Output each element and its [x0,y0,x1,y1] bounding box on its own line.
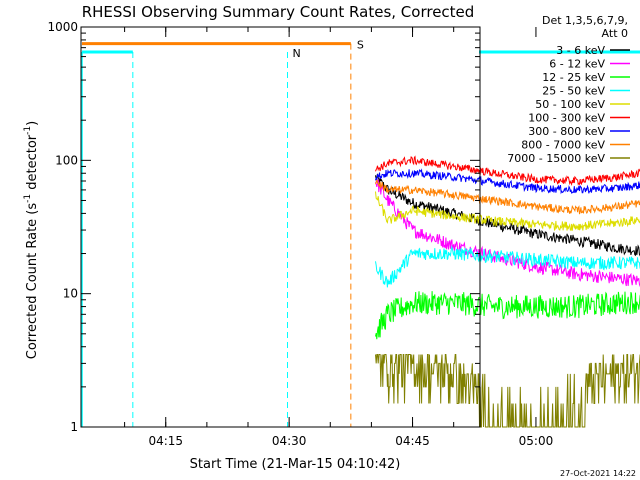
plot-frame [80,26,481,428]
legend-header-line1: Det 1,3,5,6,7,9, [542,14,628,27]
series-line-1 [375,179,640,287]
x-tick-label: 04:30 [272,434,307,448]
series-line-0 [375,173,640,257]
y-axis-label-mid: detector [25,134,40,194]
legend-label: 7000 - 15000 keV [507,152,605,165]
chart-title: RHESSI Observing Summary Count Rates, Co… [82,3,475,21]
legend-label: 12 - 25 keV [542,71,605,84]
series-line-8 [375,354,640,428]
y-axis-label-sup1: -1 [23,194,33,203]
y-tick-label: 1 [70,420,78,434]
series-line-4 [375,191,640,232]
legend-label: 3 - 6 keV [556,44,605,57]
y-axis-label-sup2: -1 [23,126,33,135]
legend-label: 50 - 100 keV [535,98,605,111]
series-line-6 [375,168,640,195]
timestamp: 27-Oct-2021 14:22 [560,469,636,478]
legend-label: 6 - 12 keV [549,58,605,71]
legend-label: 25 - 50 keV [542,85,605,98]
y-axis-label-end: ) [25,121,40,126]
series-line-7 [375,179,640,215]
x-tick-label: 05:00 [519,434,554,448]
series-line-3 [375,245,640,288]
y-tick-label: 10 [63,287,78,301]
x-axis-label: Start Time (21-Mar-15 04:10:42) [190,457,401,472]
legend-label: 100 - 300 keV [528,112,605,125]
night-label: N [292,47,300,60]
y-tick-label: 1000 [47,20,78,34]
y-tick-label: 100 [55,153,78,167]
series-line-2 [375,291,640,340]
y-axis-label: Corrected Count Rate (s-1 detector-1) [23,121,40,359]
saa-label: S [357,39,364,52]
plot-area: NS [81,39,640,428]
series-line-5 [375,155,640,186]
y-axis: 1 10 100 1000 [47,20,480,434]
x-tick-label: 04:15 [148,434,183,448]
legend-header-line2: Att 0 [602,27,628,40]
legend-label: 300 - 800 keV [528,125,605,138]
x-tick-label: 04:45 [395,434,430,448]
y-axis-label-main: Corrected Count Rate (s [25,203,40,360]
legend-label: 800 - 7000 keV [521,139,605,152]
